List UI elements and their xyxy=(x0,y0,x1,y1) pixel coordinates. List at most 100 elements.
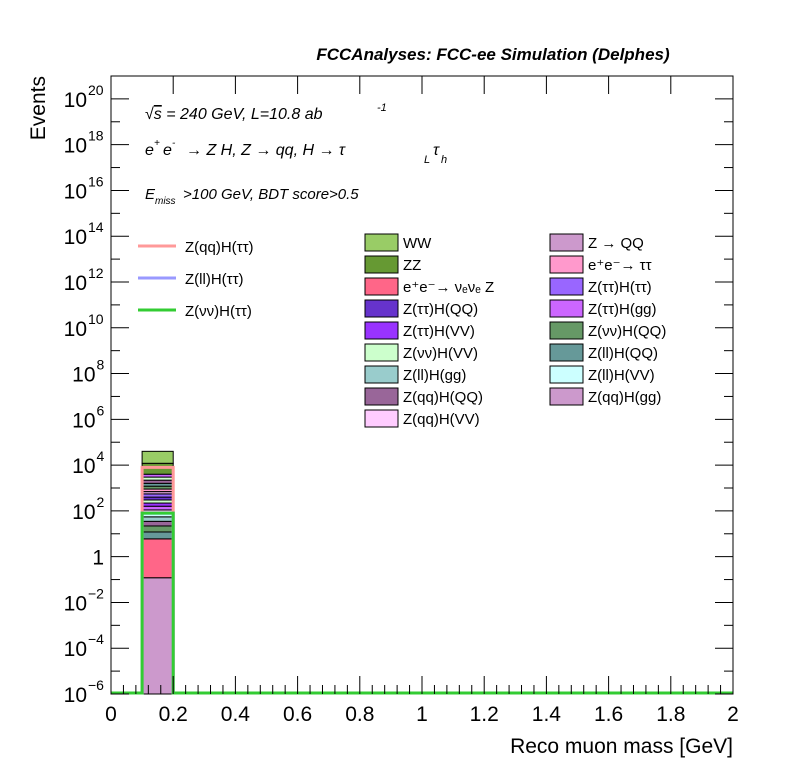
legend-bkg-swatch xyxy=(549,321,584,340)
svg-text:10: 10 xyxy=(72,501,95,524)
y-tick-label: 10 6 xyxy=(72,402,104,432)
stack-bar-1 xyxy=(141,538,174,579)
signal-line-2 xyxy=(111,511,733,695)
svg-text:4: 4 xyxy=(97,448,105,464)
svg-text:−2: −2 xyxy=(88,585,104,601)
legend-bkg-swatch xyxy=(549,233,584,252)
legend-bkg-swatch xyxy=(549,299,584,318)
signal-legend: Z(qq)H(ττ) Z(ll)H(ττ) Z(νν)H(ττ) xyxy=(138,239,254,320)
y-tick-label: 10 12 xyxy=(64,265,104,295)
energy-lumi-annotation: √s = 240 GeV, L=10.8 ab -1 xyxy=(145,102,387,123)
svg-text:18: 18 xyxy=(88,128,104,144)
svg-text:−6: −6 xyxy=(88,677,104,693)
legend-bkg-label: e⁺e⁻→ ττ xyxy=(588,257,652,274)
stack-bar-5 xyxy=(141,516,174,522)
svg-text:√s = 240 GeV, L=10.8 ab: √s = 240 GeV, L=10.8 ab xyxy=(145,106,323,123)
legend-bkg-label: Z(qq)H(QQ) xyxy=(403,389,483,406)
svg-text:e: e xyxy=(145,142,154,159)
svg-text:e: e xyxy=(163,142,172,159)
process-annotation: e + e - → Z H, Z → qq, H → τ L τ h xyxy=(145,138,447,166)
svg-text:10: 10 xyxy=(72,409,95,432)
x-axis-ticks: 0 0.2 0.4 0.6 0.8 1 1.2 1.4 1.6 1.8 2 xyxy=(105,76,739,726)
svg-text:10: 10 xyxy=(64,226,87,249)
svg-text:16: 16 xyxy=(88,173,104,189)
legend-bkg-swatch xyxy=(364,321,399,340)
svg-text:12: 12 xyxy=(88,265,104,281)
x-tick-label: 0.8 xyxy=(345,703,374,726)
svg-text:+: + xyxy=(154,138,160,149)
svg-text:L: L xyxy=(424,154,430,166)
svg-text:10: 10 xyxy=(88,311,104,327)
x-tick-label: 1.2 xyxy=(470,703,499,726)
chart-title: FCCAnalyses: FCC-ee Simulation (Delphes) xyxy=(316,45,670,64)
svg-text:h: h xyxy=(441,154,447,166)
stack-bar-8 xyxy=(141,505,174,511)
legend-bkg-label: e⁺e⁻→ νₑνₑ Z xyxy=(403,279,494,296)
legend-bkg-swatch xyxy=(364,233,399,252)
selection-annotation: E miss >100 GeV, BDT score>0.5 xyxy=(145,186,359,207)
legend-bkg-swatch xyxy=(364,277,399,296)
legend-bkg-label: Z(ll)H(VV) xyxy=(588,367,655,384)
svg-text:14: 14 xyxy=(88,219,104,235)
svg-text:6: 6 xyxy=(97,402,105,418)
y-axis-label: Events xyxy=(27,76,50,140)
y-tick-label: 10 18 xyxy=(64,128,104,158)
svg-text:10: 10 xyxy=(64,135,87,158)
y-tick-label: 10 14 xyxy=(64,219,104,249)
plot-frame xyxy=(110,75,734,695)
legend-signal-label: Z(qq)H(ττ) xyxy=(185,239,254,256)
x-tick-label: 1.8 xyxy=(656,703,685,726)
svg-text:20: 20 xyxy=(88,82,104,98)
legend-bkg-label: Z(ττ)H(gg) xyxy=(588,301,657,318)
legend-bkg-swatch xyxy=(549,387,584,406)
stack-bar-3 xyxy=(141,525,174,533)
y-tick-label: 10 4 xyxy=(72,448,104,478)
x-tick-label: 0 xyxy=(105,703,117,726)
x-tick-label: 0.6 xyxy=(283,703,312,726)
legend-bkg-label: Z(νν)H(VV) xyxy=(403,345,478,362)
y-tick-label: 10 −2 xyxy=(64,585,105,615)
x-tick-label: 2 xyxy=(727,703,739,726)
legend-bkg-label: Z(qq)H(VV) xyxy=(403,411,480,428)
legend-bkg-label: Z(ττ)H(ττ) xyxy=(588,279,652,296)
legend-bkg-label: ZZ xyxy=(403,257,421,274)
y-tick-label: 1 xyxy=(92,547,104,570)
legend-bkg-swatch xyxy=(364,365,399,384)
x-tick-label: 1.6 xyxy=(594,703,623,726)
legend-bkg-label: Z(qq)H(gg) xyxy=(588,389,661,406)
legend-bkg-swatch xyxy=(364,255,399,274)
y-tick-label: 10 10 xyxy=(64,311,104,341)
svg-text:τ: τ xyxy=(433,142,440,159)
x-tick-label: 0.4 xyxy=(221,703,251,726)
stack-bar-4 xyxy=(141,520,174,527)
y-tick-label: 10 8 xyxy=(72,357,104,387)
y-tick-label: 10 16 xyxy=(64,173,104,203)
legend-bkg-label: Z(ll)H(gg) xyxy=(403,367,466,384)
y-tick-label: 10 20 xyxy=(64,82,104,112)
stack-bar-2 xyxy=(141,531,174,540)
svg-text:E: E xyxy=(145,186,156,203)
signal-line-0 xyxy=(111,465,733,695)
legend-bkg-swatch xyxy=(364,409,399,428)
svg-text:10: 10 xyxy=(64,318,87,341)
legend-bkg-swatch xyxy=(549,277,584,296)
legend-bkg-swatch xyxy=(364,387,399,406)
y-tick-label: 10 2 xyxy=(72,494,104,524)
legend-signal-label: Z(νν)H(ττ) xyxy=(185,303,252,320)
x-axis-label: Reco muon mass [GeV] xyxy=(510,735,733,758)
signal-lines xyxy=(111,465,733,695)
svg-text:10: 10 xyxy=(64,180,87,203)
legend-bkg-label: Z(νν)H(QQ) xyxy=(588,323,666,340)
svg-text:10: 10 xyxy=(72,455,95,478)
legend-bkg-swatch xyxy=(364,299,399,318)
svg-text:10: 10 xyxy=(64,272,87,295)
histogram-stack xyxy=(141,450,174,695)
svg-text:8: 8 xyxy=(97,357,105,373)
svg-text:2: 2 xyxy=(97,494,105,510)
legend-bkg-swatch xyxy=(549,255,584,274)
svg-text:10: 10 xyxy=(64,89,87,112)
signal-line-1 xyxy=(111,511,733,695)
svg-text:-: - xyxy=(172,138,176,149)
